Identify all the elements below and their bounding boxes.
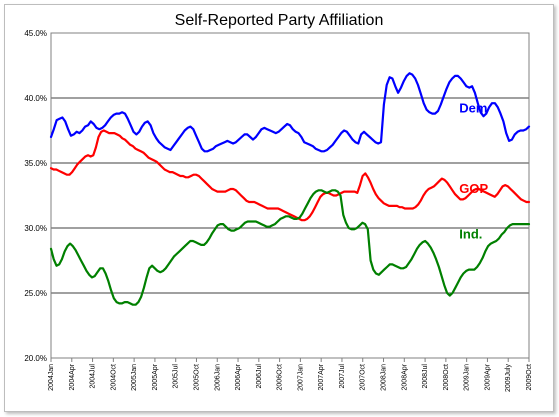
chart-frame: Self-Reported Party Affiliation 20.0% 25.… (4, 4, 554, 412)
x-tick-label: 2008Oct (443, 364, 450, 391)
x-tick-label: 2004Jan (48, 364, 55, 391)
x-tick-label: 2006Jan (214, 364, 221, 391)
x-tick-label: 2007Jan (297, 364, 304, 391)
x-tick-label: 2004Jul (90, 364, 97, 389)
x-tick-label: 2005Apr (152, 363, 159, 390)
series-line-gop (49, 129, 531, 222)
x-tick-label: 2005Oct (193, 364, 200, 391)
series-label-ind: Ind. (459, 226, 482, 241)
x-tick-label: 2007Apr (318, 363, 325, 390)
y-tick-label: 35.0% (24, 159, 47, 168)
x-tick-label: 2005Jan (131, 364, 138, 391)
series-label-gop: GOP (459, 181, 488, 196)
y-tick-label: 45.0% (24, 29, 47, 38)
plot-area-border (50, 32, 530, 359)
x-tick-label: 2009July (505, 364, 512, 393)
x-tick-label: 2004Oct (110, 364, 117, 391)
y-axis-ticks: 20.0% 25.0% 30.0% 35.0% 40.0% 45.0% (24, 29, 47, 363)
x-tick-label: 2009Jan (464, 364, 471, 391)
x-tick-label: 2007Jul (339, 364, 346, 389)
y-tick-label: 40.0% (24, 94, 47, 103)
y-tick-label: 30.0% (24, 224, 47, 233)
x-tick-label: 2009Oct (526, 364, 533, 391)
x-tick-label: 2008Jul (422, 364, 429, 389)
x-axis-ticks: 2004Jan 2004Apr 2004Jul 2004Oct 2005Jan 2005A… (48, 358, 533, 392)
series-line-dem (49, 72, 531, 153)
x-tick-label: 2006Oct (277, 364, 284, 391)
series-line-ind (49, 189, 531, 306)
series-lines (49, 72, 531, 306)
x-tick-label: 2008Apr (401, 363, 408, 390)
x-tick-label: 2005Jul (173, 364, 180, 389)
gridlines (51, 97, 529, 294)
series-labels: Dem GOP Ind. (459, 100, 488, 241)
x-tick-label: 2007Oct (360, 364, 367, 391)
chart-title: Self-Reported Party Affiliation (175, 12, 384, 29)
x-tick-label: 2006Jul (256, 364, 263, 389)
line-chart: Self-Reported Party Affiliation 20.0% 25.… (24, 12, 533, 392)
x-tick-label: 2004Apr (69, 363, 76, 390)
series-label-dem: Dem (459, 100, 487, 115)
y-tick-label: 20.0% (24, 354, 47, 363)
x-tick-label: 2008Jan (381, 364, 388, 391)
x-tick-label: 2006Apr (235, 363, 242, 390)
x-tick-label: 2009Apr (484, 363, 491, 390)
y-tick-label: 25.0% (24, 289, 47, 298)
